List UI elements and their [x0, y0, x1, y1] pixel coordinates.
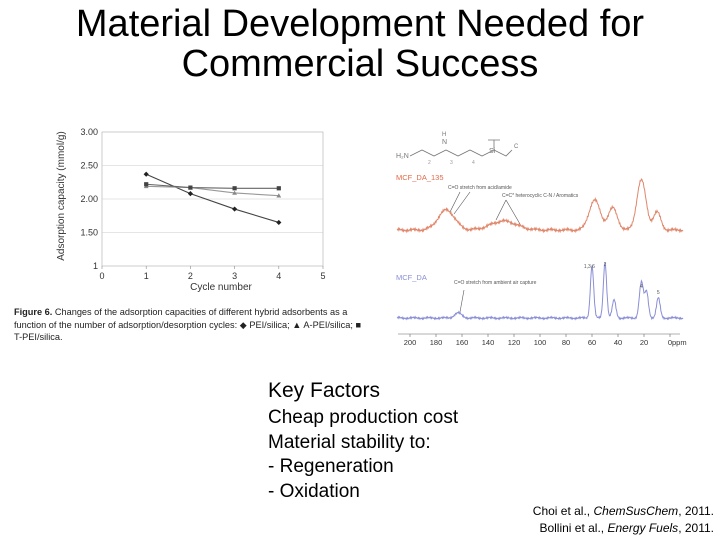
svg-text:Si: Si: [489, 148, 496, 155]
svg-text:H: H: [442, 132, 446, 138]
x-tick-label: 4: [276, 271, 281, 281]
figure-caption-label: Figure 6.: [14, 307, 53, 317]
peak-label: 4: [640, 284, 643, 290]
x-tick-label: 0: [99, 271, 104, 281]
data-point: [143, 171, 149, 177]
y-tick-label: 3.00: [80, 127, 98, 137]
nmr-annotation-air: C=O stretch from ambient air capture: [454, 280, 537, 286]
x-tick-label: 2: [188, 271, 193, 281]
data-point: [276, 186, 281, 191]
nmr-peak-labels: 1,3,6 2 4 5: [584, 262, 660, 296]
chart-grid: 11.502.002.503.000 1 2 3 4 5: [80, 127, 325, 281]
title-line-1: Material Development Needed for: [75, 3, 645, 45]
ref-1-authors: Choi et al.,: [532, 504, 594, 518]
ref-1-journal: ChemSusChem: [593, 504, 679, 518]
reference-1: Choi et al., ChemSusChem, 2011.: [533, 503, 714, 520]
ref-2-journal: Energy Fuels: [607, 521, 679, 535]
svg-text:N: N: [442, 139, 447, 146]
references: Choi et al., ChemSusChem, 2011. Bollini …: [533, 503, 714, 537]
nmr-tick-label: 140: [482, 338, 495, 347]
title-line-2: Commercial Success: [181, 43, 539, 85]
series-line: [145, 173, 279, 223]
svg-text:H₂N: H₂N: [396, 153, 409, 160]
data-point: [188, 185, 193, 190]
slide-title: Material Development Needed for Commerci…: [0, 4, 720, 84]
nmr-annotation-arrows: [449, 191, 521, 225]
peak-label: 5: [657, 290, 660, 296]
svg-text:2: 2: [428, 160, 431, 166]
nmr-tick-label: 60: [588, 338, 596, 347]
chart-series: [143, 171, 282, 226]
factor-line: Material stability to:: [268, 431, 431, 453]
nmr-trace-bottom: [396, 262, 684, 321]
factor-line: - Oxidation: [268, 480, 360, 502]
nmr-tick-label: 120: [508, 338, 521, 347]
data-point: [144, 182, 149, 187]
y-tick-label: 2.50: [80, 161, 98, 171]
reference-2: Bollini et al., Energy Fuels, 2011.: [533, 520, 714, 537]
nmr-x-ticks: 200 180 160 140 120 100 80 60 40 20 0 ppm: [404, 334, 687, 347]
key-factors: Key Factors Cheap production cost Materi…: [268, 376, 458, 504]
ref-2-year: , 2011.: [678, 521, 714, 535]
chart-y-label: Adsorption capacity (mmol/g): [56, 131, 67, 261]
peak-label: 1,3,6: [584, 264, 595, 270]
peak-label: 2: [604, 262, 607, 268]
nmr-tick-label: 180: [430, 338, 443, 347]
figure-caption-text: Changes of the adsorption capacities of …: [14, 307, 362, 343]
data-point: [232, 186, 237, 191]
series-line: [146, 183, 279, 189]
nmr-tick-label: 200: [404, 338, 417, 347]
data-point: [187, 191, 193, 197]
nmr-annotation-arrow-air: [459, 289, 465, 313]
data-point: [276, 193, 282, 198]
svg-text:3: 3: [450, 160, 453, 166]
nmr-tick-label: 100: [534, 338, 547, 347]
nmr-tick-label: 80: [562, 338, 570, 347]
y-tick-label: 1.50: [80, 228, 98, 238]
adsorption-chart: 11.502.002.503.000 1 2 3 4 5 Adsorption capac…: [56, 127, 326, 293]
y-tick-label: 1: [93, 261, 98, 271]
nmr-tick-label: 20: [640, 338, 648, 347]
figure-caption: Figure 6. Changes of the adsorption capa…: [14, 306, 366, 344]
series-line: [146, 185, 279, 197]
svg-text:4: 4: [472, 160, 475, 166]
y-tick-label: 2.00: [80, 194, 98, 204]
data-point: [232, 206, 238, 212]
ref-1-year: , 2011.: [678, 504, 714, 518]
nmr-label-bottom: MCF_DA: [396, 273, 427, 282]
nmr-annotation-aromatic: C=C* heterocyclic C-N / Aromatics: [502, 193, 579, 199]
data-point: [232, 190, 237, 195]
key-factors-heading: Key Factors: [268, 379, 381, 402]
data-point: [276, 219, 282, 226]
nmr-label-top: MCF_DA_135: [396, 173, 444, 182]
chart-x-label: Cycle number: [190, 282, 252, 293]
molecule-structure: H₂N N H Si C 2 3 4: [396, 132, 519, 166]
nmr-trace-top: [396, 178, 684, 234]
ref-2-authors: Bollini et al.,: [539, 521, 608, 535]
factor-line: Cheap production cost: [268, 407, 459, 428]
nmr-tick-label: 160: [456, 338, 469, 347]
nmr-tick-label: 40: [614, 338, 622, 347]
nmr-annotation-amide: C=O stretch from acid/amide: [448, 185, 512, 191]
x-tick-label: 3: [232, 271, 237, 281]
factor-line: - Regeneration: [268, 456, 394, 477]
svg-text:C: C: [514, 144, 519, 150]
nmr-spectra: H₂N N H Si C 2 3 4 MCF_DA_135 C=O stretc…: [396, 132, 687, 347]
nmr-tick-label: 0: [668, 338, 672, 347]
nmr-unit-label: ppm: [672, 338, 687, 347]
x-tick-label: 1: [144, 271, 149, 281]
x-tick-label: 5: [320, 271, 325, 281]
